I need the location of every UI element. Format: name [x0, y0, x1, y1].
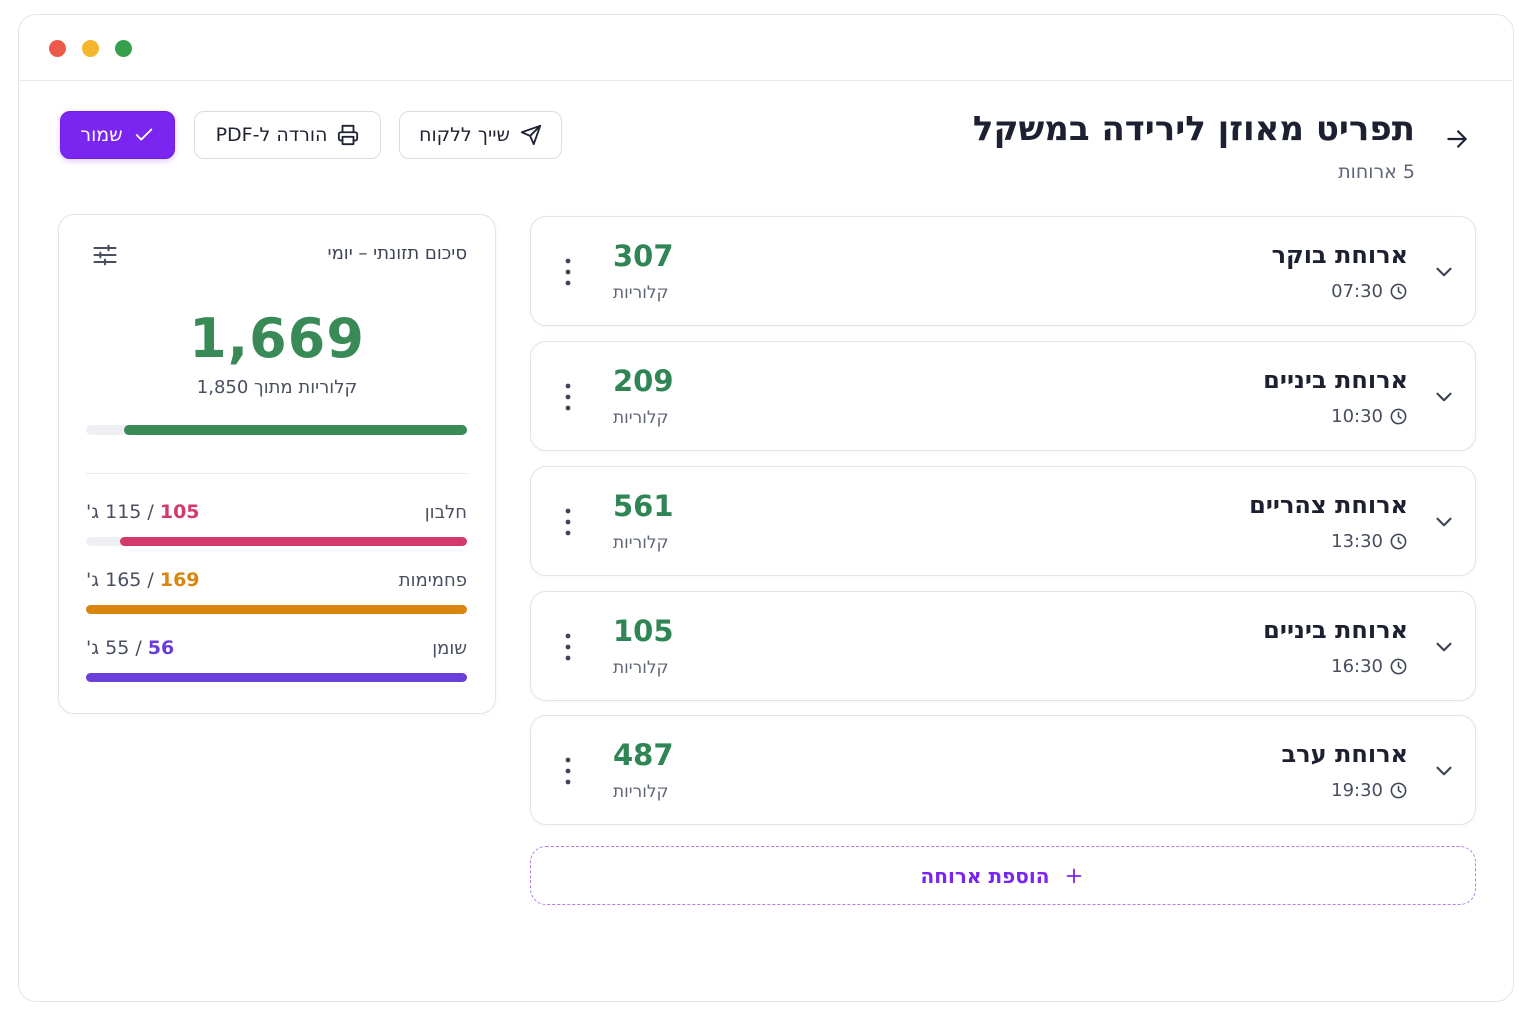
- meal-calories-label: קלוריות: [613, 408, 669, 428]
- download-pdf-button[interactable]: הורדה ל-PDF: [194, 111, 381, 159]
- meal-name: ארוחת צהריים: [1249, 491, 1408, 519]
- meal-calories: 209: [613, 364, 674, 398]
- protein-unit: ג': [86, 501, 100, 523]
- carbs-consumed: 169: [159, 569, 200, 591]
- chevron-down-icon[interactable]: [1431, 509, 1457, 535]
- carbs-unit: ג': [86, 569, 100, 591]
- send-icon: [520, 124, 542, 146]
- more-vertical-icon[interactable]: [559, 754, 577, 788]
- add-meal-button[interactable]: הוספת ארוחה: [530, 846, 1476, 905]
- summary-title: סיכום תזונתי – יומי: [327, 243, 467, 264]
- clock-icon: [1390, 533, 1407, 550]
- carbs-target: 165: [105, 569, 142, 591]
- meal-time-value: 07:30: [1331, 281, 1383, 302]
- meal-calories-label: קלוריות: [613, 782, 669, 802]
- fat-consumed: 56: [147, 637, 175, 659]
- chevron-down-icon[interactable]: [1431, 634, 1457, 660]
- meal-time: 16:30: [1331, 656, 1408, 677]
- protein-consumed: 105: [159, 501, 200, 523]
- carbs-progress-fill: [86, 605, 467, 614]
- protein-label: חלבון: [424, 502, 467, 523]
- meal-card[interactable]: ארוחת ערב 19:30 487 קלוריות: [530, 715, 1476, 825]
- more-vertical-icon[interactable]: [559, 505, 577, 539]
- app-window: תפריט מאוזן לירידה במשקל 5 ארוחות שייך ל…: [18, 14, 1514, 1002]
- add-meal-label: הוספת ארוחה: [920, 863, 1050, 888]
- clock-icon: [1390, 283, 1407, 300]
- meal-name: ארוחת ביניים: [1263, 616, 1408, 644]
- meal-time: 13:30: [1331, 531, 1408, 552]
- title-bar: [19, 15, 1513, 81]
- page-title: תפריט מאוזן לירידה במשקל: [972, 109, 1415, 149]
- calories-progress-fill: [124, 425, 467, 435]
- protein-value: 105 / 115 ג': [86, 501, 200, 523]
- meal-card[interactable]: ארוחת צהריים 13:30 561 קלוריות: [530, 466, 1476, 576]
- chevron-down-icon[interactable]: [1431, 259, 1457, 285]
- calories-target-caption: קלוריות מתוך 1,850: [196, 377, 358, 398]
- maximize-window-button[interactable]: [115, 40, 132, 57]
- more-vertical-icon[interactable]: [559, 630, 577, 664]
- download-pdf-label: הורדה ל-PDF: [215, 124, 328, 146]
- sliders-icon[interactable]: [91, 241, 119, 269]
- fat-value: 56 / 55 ג': [86, 637, 175, 659]
- meal-calories-label: קלוריות: [613, 533, 669, 553]
- total-calories: 1,669: [189, 307, 365, 370]
- assign-to-client-button[interactable]: שייך ללקוח: [399, 111, 562, 159]
- protein-target: 115: [105, 501, 142, 523]
- meal-time-value: 16:30: [1331, 656, 1383, 677]
- meal-time-value: 13:30: [1331, 531, 1383, 552]
- arrow-right-icon: [1447, 130, 1467, 148]
- carbs-value: 169 / 165 ג': [86, 569, 200, 591]
- carbs-label: פחמימות: [398, 570, 467, 591]
- meal-calories: 105: [613, 614, 674, 648]
- meal-calories: 561: [613, 489, 674, 523]
- plus-icon: [1067, 868, 1082, 883]
- clock-icon: [1390, 408, 1407, 425]
- printer-icon: [338, 124, 359, 146]
- meal-calories-label: קלוריות: [613, 283, 669, 303]
- close-window-button[interactable]: [49, 40, 66, 57]
- save-label: שמור: [80, 124, 123, 146]
- fat-label: שומן: [432, 638, 467, 659]
- calories-progress-bar: [86, 425, 467, 435]
- fat-progress-fill: [86, 673, 467, 682]
- meal-time: 07:30: [1331, 281, 1408, 302]
- meal-time-value: 10:30: [1331, 406, 1383, 427]
- protein-progress-bar: [86, 537, 467, 546]
- meal-card[interactable]: ארוחת בוקר 07:30 307 קלוריות: [530, 216, 1476, 326]
- meal-time: 19:30: [1331, 780, 1408, 801]
- assign-to-client-label: שייך ללקוח: [419, 124, 510, 146]
- save-button[interactable]: שמור: [60, 111, 175, 159]
- clock-icon: [1390, 782, 1407, 799]
- meal-calories-label: קלוריות: [613, 658, 669, 678]
- summary-divider: [86, 473, 467, 474]
- clock-icon: [1390, 658, 1407, 675]
- meal-name: ארוחת ערב: [1281, 740, 1408, 768]
- fat-progress-bar: [86, 673, 467, 682]
- daily-nutrition-summary: סיכום תזונתי – יומי 1,669 קלוריות מתוך 1…: [58, 214, 496, 714]
- check-icon: [135, 128, 152, 141]
- back-button[interactable]: [1439, 121, 1475, 157]
- meal-card[interactable]: ארוחת ביניים 10:30 209 קלוריות: [530, 341, 1476, 451]
- carbs-progress-bar: [86, 605, 467, 614]
- meal-name: ארוחת ביניים: [1263, 366, 1408, 394]
- more-vertical-icon[interactable]: [559, 255, 577, 289]
- fat-target: 55: [105, 637, 130, 659]
- minimize-window-button[interactable]: [82, 40, 99, 57]
- meal-time: 10:30: [1331, 406, 1408, 427]
- chevron-down-icon[interactable]: [1431, 384, 1457, 410]
- meal-time-value: 19:30: [1331, 780, 1383, 801]
- fat-unit: ג': [86, 637, 100, 659]
- chevron-down-icon[interactable]: [1431, 758, 1457, 784]
- meal-calories: 307: [613, 239, 674, 273]
- meal-name: ארוחת בוקר: [1271, 241, 1408, 269]
- more-vertical-icon[interactable]: [559, 380, 577, 414]
- protein-progress-fill: [120, 537, 467, 546]
- meal-card[interactable]: ארוחת ביניים 16:30 105 קלוריות: [530, 591, 1476, 701]
- meal-calories: 487: [613, 738, 674, 772]
- meal-count: 5 ארוחות: [1338, 161, 1415, 183]
